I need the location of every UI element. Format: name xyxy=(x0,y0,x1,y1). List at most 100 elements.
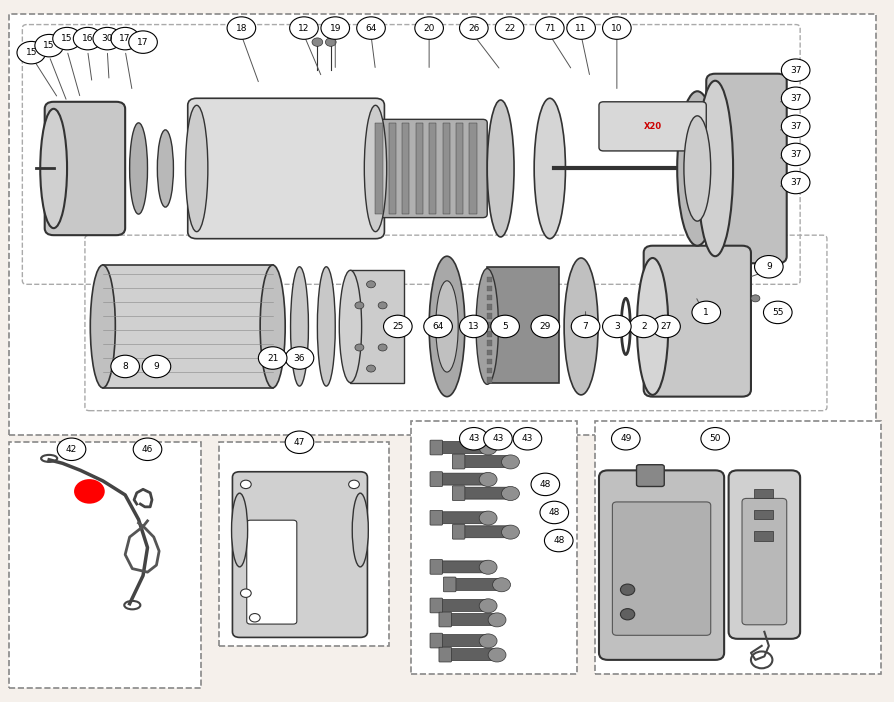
Circle shape xyxy=(652,315,680,338)
Text: 29: 29 xyxy=(540,322,551,331)
Text: 37: 37 xyxy=(790,122,801,131)
Circle shape xyxy=(240,589,251,597)
Text: 48: 48 xyxy=(549,508,560,517)
FancyBboxPatch shape xyxy=(487,267,559,383)
Bar xyxy=(487,286,492,291)
FancyBboxPatch shape xyxy=(103,265,273,388)
Ellipse shape xyxy=(157,130,173,207)
Circle shape xyxy=(285,431,314,453)
Text: 15: 15 xyxy=(26,48,37,57)
Circle shape xyxy=(603,315,631,338)
Circle shape xyxy=(763,301,792,324)
Circle shape xyxy=(488,613,506,627)
Bar xyxy=(754,510,773,519)
Ellipse shape xyxy=(186,105,207,232)
Circle shape xyxy=(479,441,497,455)
Circle shape xyxy=(93,27,122,50)
Circle shape xyxy=(133,438,162,461)
Bar xyxy=(754,489,773,498)
FancyBboxPatch shape xyxy=(430,633,443,648)
Ellipse shape xyxy=(684,116,711,221)
Circle shape xyxy=(781,59,810,81)
Text: 18: 18 xyxy=(236,24,247,32)
Text: 11: 11 xyxy=(576,24,586,32)
Circle shape xyxy=(384,315,412,338)
Text: 5: 5 xyxy=(502,322,508,331)
Text: 55: 55 xyxy=(772,308,783,317)
Text: 37: 37 xyxy=(790,66,801,74)
FancyBboxPatch shape xyxy=(437,442,488,453)
Circle shape xyxy=(781,171,810,194)
Circle shape xyxy=(378,302,387,309)
FancyBboxPatch shape xyxy=(371,119,487,218)
Ellipse shape xyxy=(678,91,718,246)
Circle shape xyxy=(73,27,102,50)
Bar xyxy=(487,331,492,337)
Text: 41: 41 xyxy=(84,487,95,496)
Ellipse shape xyxy=(697,81,733,256)
Text: 48: 48 xyxy=(540,480,551,489)
Text: 43: 43 xyxy=(468,435,479,443)
Text: 50: 50 xyxy=(710,435,721,443)
Circle shape xyxy=(479,634,497,648)
Circle shape xyxy=(781,143,810,166)
Text: 42: 42 xyxy=(66,445,77,453)
FancyBboxPatch shape xyxy=(437,635,488,647)
Ellipse shape xyxy=(534,98,565,239)
Circle shape xyxy=(781,115,810,138)
FancyBboxPatch shape xyxy=(460,526,510,538)
Text: 47: 47 xyxy=(294,438,305,446)
Ellipse shape xyxy=(40,109,67,228)
Ellipse shape xyxy=(232,493,248,567)
Circle shape xyxy=(502,525,519,539)
FancyBboxPatch shape xyxy=(9,442,201,688)
Text: 30: 30 xyxy=(102,34,113,43)
Circle shape xyxy=(355,344,364,351)
Bar xyxy=(375,123,383,214)
FancyBboxPatch shape xyxy=(706,74,787,263)
Circle shape xyxy=(603,17,631,39)
Text: 71: 71 xyxy=(544,24,555,32)
Circle shape xyxy=(367,365,375,372)
Circle shape xyxy=(285,347,314,369)
FancyBboxPatch shape xyxy=(232,472,367,637)
Ellipse shape xyxy=(564,258,598,395)
Bar xyxy=(487,277,492,282)
Text: 17: 17 xyxy=(138,38,148,46)
Circle shape xyxy=(378,344,387,351)
Circle shape xyxy=(424,315,452,338)
Circle shape xyxy=(620,609,635,620)
FancyBboxPatch shape xyxy=(437,600,488,611)
Ellipse shape xyxy=(340,270,361,383)
Bar xyxy=(402,123,409,214)
Text: 37: 37 xyxy=(790,150,801,159)
FancyBboxPatch shape xyxy=(637,465,664,486)
Circle shape xyxy=(460,17,488,39)
Bar xyxy=(416,123,423,214)
Circle shape xyxy=(111,355,139,378)
Circle shape xyxy=(349,480,359,489)
Circle shape xyxy=(479,560,497,574)
Circle shape xyxy=(540,501,569,524)
Circle shape xyxy=(75,480,104,503)
Circle shape xyxy=(479,599,497,613)
Circle shape xyxy=(479,472,497,486)
Bar xyxy=(487,322,492,328)
Circle shape xyxy=(629,315,658,338)
FancyBboxPatch shape xyxy=(644,246,751,397)
FancyBboxPatch shape xyxy=(350,270,404,383)
FancyBboxPatch shape xyxy=(452,454,465,469)
FancyBboxPatch shape xyxy=(437,512,488,524)
Circle shape xyxy=(312,38,323,46)
Circle shape xyxy=(129,31,157,53)
Bar xyxy=(487,359,492,364)
Circle shape xyxy=(488,648,506,662)
Circle shape xyxy=(544,529,573,552)
Circle shape xyxy=(571,315,600,338)
Circle shape xyxy=(567,17,595,39)
Circle shape xyxy=(227,17,256,39)
Text: 16: 16 xyxy=(82,34,93,43)
Text: 3: 3 xyxy=(614,322,620,331)
FancyBboxPatch shape xyxy=(599,102,706,151)
Circle shape xyxy=(513,428,542,450)
